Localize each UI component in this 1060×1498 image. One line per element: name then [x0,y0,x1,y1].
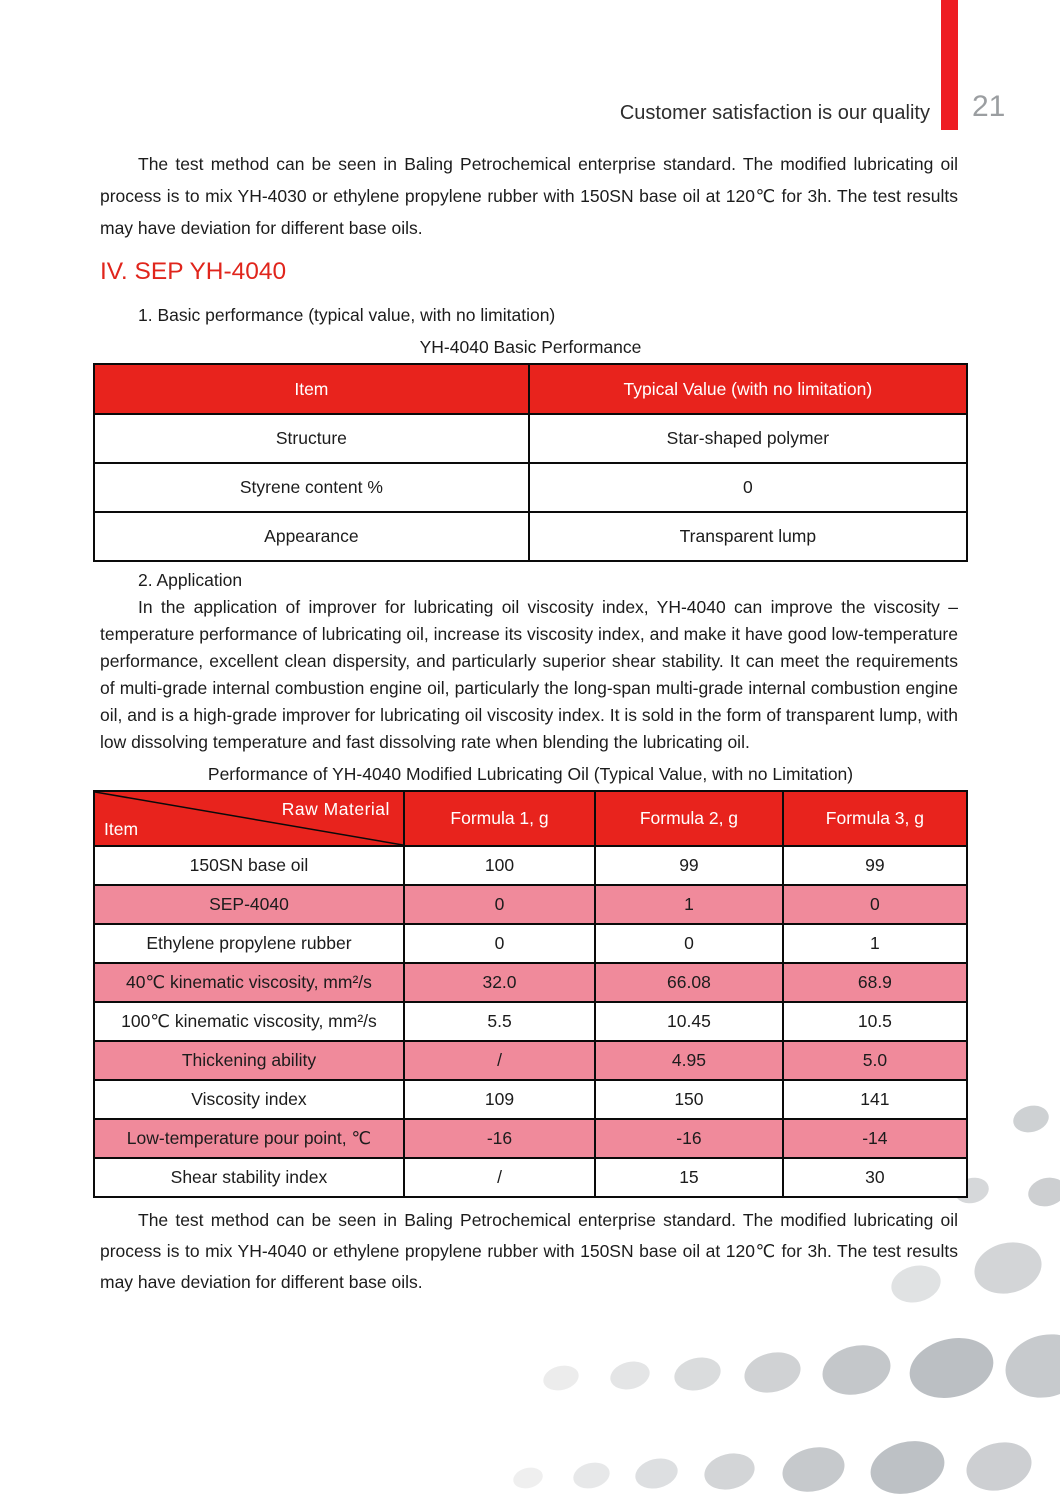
table-row: Low-temperature pour point, ℃ -16 -16 -14 [93,1118,969,1159]
table-cell: 109 [402,1079,597,1120]
table-row: Styrene content % 0 [93,462,969,513]
intro-paragraph: The test method can be seen in Baling Pe… [100,154,958,238]
application-paragraph: In the application of improver for lubri… [100,597,958,752]
decor-dot [864,1433,951,1498]
header-motto: Customer satisfaction is our quality [619,102,930,124]
basic-performance-table: Item Typical Value (with no limitation) … [93,363,969,562]
table-row: 40℃ kinematic viscosity, mm²/s 32.0 66.08 6… [93,962,969,1003]
column-header-typical-value: Typical Value (with no limitation) [527,363,969,415]
decor-dot [817,1338,896,1402]
decor-dot [740,1346,805,1399]
formula-performance-table: Raw Material Item Formula 1, g Formula 2… [93,790,969,1198]
decor-dot [511,1464,545,1492]
table-cell: 0 [402,923,597,964]
table-cell: / [402,1157,597,1198]
column-header-item: Item [93,363,530,415]
row-item-cell: Ethylene propylene rubber [93,923,405,964]
row-item-cell: Viscosity index [93,1079,405,1120]
row-item-cell: 40℃ kinematic viscosity, mm²/s [93,962,405,1003]
table-cell: 5.0 [781,1040,969,1081]
table-row: Ethylene propylene rubber 0 0 1 [93,923,969,964]
table-cell: 0 [402,884,597,925]
table-cell: / [402,1040,597,1081]
table-cell: 10.45 [594,1001,784,1042]
table-cell: 5.5 [402,1001,597,1042]
diagonal-line [95,792,403,845]
decor-dot [1010,1102,1052,1136]
table-cell: 32.0 [402,962,597,1003]
section-heading: IV. SEP YH-4040 [100,258,287,285]
table-cell: Star-shaped polymer [527,413,969,464]
decor-dot [670,1352,725,1396]
table-cell: 0 [594,923,784,964]
table-cell: Styrene content % [93,462,530,513]
decor-dot [777,1441,850,1498]
table-cell: 10.5 [781,1001,969,1042]
table-cell: 99 [781,845,969,886]
table-cell: 66.08 [594,962,784,1003]
table-cell: Appearance [93,511,530,562]
corner-label-raw-material: Raw Material [281,799,390,819]
table-cell: 141 [781,1079,969,1120]
row-item-cell: Shear stability index [93,1157,405,1198]
page-content: The test method can be seen in Baling Pe… [93,148,969,1298]
table-cell: -16 [402,1118,597,1159]
table-cell: Transparent lump [527,511,969,562]
diagonal-corner-cell: Raw Material Item [93,790,405,847]
table-cell: Structure [93,413,530,464]
basic-table-caption: YH-4040 Basic Performance [419,337,642,357]
table-cell: -16 [594,1118,784,1159]
application-label: 2. Application [138,570,243,590]
table-cell: 0 [781,884,969,925]
decor-dot [607,1357,653,1394]
decor-dot [968,1235,1048,1301]
decor-dot [632,1454,681,1493]
table-row: 150SN base oil 100 99 99 [93,845,969,886]
table-cell: 100 [402,845,597,886]
decor-dot [903,1329,1000,1407]
table-row: Structure Star-shaped polymer [93,413,969,464]
header-accent-bar [941,0,958,130]
performance-table-caption: Performance of YH-4040 Modified Lubricat… [207,764,854,784]
table-row: Viscosity index 109 150 141 [93,1079,969,1120]
column-header-formula-2: Formula 2, g [594,790,784,847]
table-cell: 1 [594,884,784,925]
table-row: 100℃ kinematic viscosity, mm²/s 5.5 10.45 1… [93,1001,969,1042]
decor-dot [961,1435,1037,1498]
table-cell: 0 [527,462,969,513]
table-cell: 30 [781,1157,969,1198]
row-item-cell: 100℃ kinematic viscosity, mm²/s [93,1001,405,1042]
table-row: SEP-4040 0 1 0 [93,884,969,925]
closing-paragraph: The test method can be seen in Baling Pe… [100,1210,958,1292]
table-cell: 99 [594,845,784,886]
page-number: 21 [972,90,1006,123]
row-item-cell: Low-temperature pour point, ℃ [93,1118,405,1159]
table-row: Appearance Transparent lump [93,511,969,562]
row-item-cell: SEP-4040 [93,884,405,925]
table-cell: -14 [781,1118,969,1159]
basic-performance-label: 1. Basic performance (typical value, wit… [138,305,556,325]
corner-label-item: Item [104,819,139,839]
row-item-cell: Thickening ability [93,1040,405,1081]
decor-dot [1025,1173,1060,1211]
decor-dot [540,1362,582,1394]
table-row: Shear stability index/15 30 [93,1157,969,1198]
table-cell: 150 [594,1079,784,1120]
table-cell: 4.95 [594,1040,784,1081]
table-header-row: Raw Material Item Formula 1, g Formula 2… [93,790,969,847]
table-cell: 15 [594,1157,784,1198]
table-cell: 68.9 [781,962,969,1003]
column-header-formula-1: Formula 1, g [402,790,597,847]
column-header-formula-3: Formula 3, g [781,790,969,847]
row-item-cell: 150SN base oil [93,845,405,886]
decor-dot [570,1458,613,1493]
decor-dot [700,1448,759,1495]
decor-dot [998,1326,1060,1406]
table-header-row: Item Typical Value (with no limitation) [93,363,969,415]
table-row: Thickening ability/4.95 5.0 [93,1040,969,1081]
table-cell: 1 [781,923,969,964]
